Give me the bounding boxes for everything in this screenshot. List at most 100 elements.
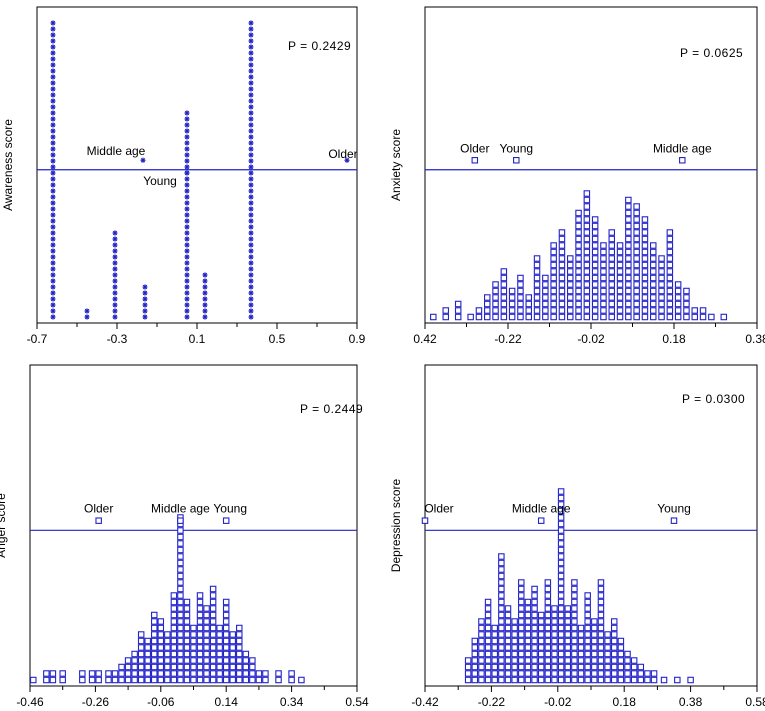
data-point xyxy=(177,566,184,573)
data-point xyxy=(498,657,505,664)
data-point xyxy=(577,657,585,664)
data-point xyxy=(478,624,485,632)
data-point xyxy=(248,128,254,134)
data-point xyxy=(558,300,566,308)
data-point xyxy=(242,676,250,684)
data-point xyxy=(566,294,574,301)
data-point xyxy=(248,260,254,266)
data-point xyxy=(600,294,607,301)
data-point xyxy=(550,261,557,269)
data-point xyxy=(550,255,557,262)
data-column xyxy=(288,670,295,684)
data-point xyxy=(544,611,552,619)
data-point xyxy=(551,624,558,632)
panel-anger: Anger score -0.46 -0.26 -0.06 0.14 0.34 0.54 P … xyxy=(0,364,369,709)
data-point xyxy=(144,637,151,645)
data-point xyxy=(203,637,210,645)
data-point xyxy=(583,248,591,256)
data-column xyxy=(531,585,538,684)
x-tick-label: 0.5 xyxy=(269,332,286,346)
data-point xyxy=(484,624,492,632)
data-point xyxy=(608,235,615,243)
data-point xyxy=(633,281,640,288)
group-marker xyxy=(95,517,102,524)
data-point xyxy=(196,592,204,599)
data-point xyxy=(666,255,674,262)
data-point xyxy=(666,268,674,275)
data-point xyxy=(255,676,263,684)
data-point xyxy=(583,216,591,223)
data-column xyxy=(649,242,657,321)
data-point xyxy=(633,216,640,223)
data-point xyxy=(209,676,217,684)
data-point xyxy=(478,676,485,684)
data-point xyxy=(575,229,582,236)
data-point xyxy=(584,676,591,684)
data-point xyxy=(641,242,649,249)
data-point xyxy=(508,307,516,314)
data-point xyxy=(658,268,665,275)
data-point xyxy=(584,663,591,671)
data-point xyxy=(564,650,572,658)
data-point xyxy=(112,290,118,296)
data-point xyxy=(131,657,138,664)
data-point xyxy=(531,631,538,638)
data-point xyxy=(50,308,56,314)
data-point xyxy=(222,663,230,671)
data-point xyxy=(571,585,578,593)
data-point xyxy=(248,206,254,212)
data-point xyxy=(584,637,591,645)
data-point xyxy=(492,281,499,288)
data-point xyxy=(49,670,57,677)
data-point xyxy=(644,676,651,684)
data-point xyxy=(649,255,657,262)
data-point xyxy=(617,637,625,645)
data-point xyxy=(544,663,552,671)
data-point xyxy=(537,637,545,645)
data-point xyxy=(492,294,499,301)
data-point xyxy=(610,624,618,632)
data-point xyxy=(511,670,518,677)
y-axis-label: Anger score xyxy=(0,493,8,558)
data-point xyxy=(533,287,541,295)
data-point xyxy=(558,255,566,262)
data-point xyxy=(691,307,698,314)
data-point xyxy=(177,598,184,606)
data-point xyxy=(571,650,578,658)
p-value-label: P = 0.2449 xyxy=(300,402,363,416)
data-point xyxy=(183,676,191,684)
data-point xyxy=(203,618,210,625)
data-point xyxy=(202,308,208,314)
data-point xyxy=(88,670,96,677)
data-point xyxy=(209,585,217,593)
data-point xyxy=(203,644,210,651)
data-point xyxy=(137,650,145,658)
data-point xyxy=(551,663,558,671)
data-point xyxy=(248,74,254,80)
data-point xyxy=(649,274,657,282)
data-point xyxy=(557,520,565,528)
data-column xyxy=(591,618,598,684)
data-point xyxy=(577,676,585,684)
data-point xyxy=(202,314,208,320)
data-point xyxy=(650,670,658,677)
data-point xyxy=(518,592,525,599)
data-point xyxy=(625,274,632,282)
data-point xyxy=(604,663,611,671)
data-point xyxy=(511,637,518,645)
data-point xyxy=(608,255,615,262)
data-point xyxy=(517,313,524,321)
data-point xyxy=(608,307,615,314)
data-point xyxy=(164,657,171,664)
data-point xyxy=(583,313,591,321)
data-point xyxy=(617,657,625,664)
data-point xyxy=(551,618,558,625)
data-point xyxy=(464,676,472,684)
data-column xyxy=(236,624,243,684)
data-point xyxy=(564,631,572,638)
data-point xyxy=(50,128,56,134)
data-point xyxy=(190,644,197,651)
data-point xyxy=(177,579,184,586)
data-point xyxy=(478,657,485,664)
